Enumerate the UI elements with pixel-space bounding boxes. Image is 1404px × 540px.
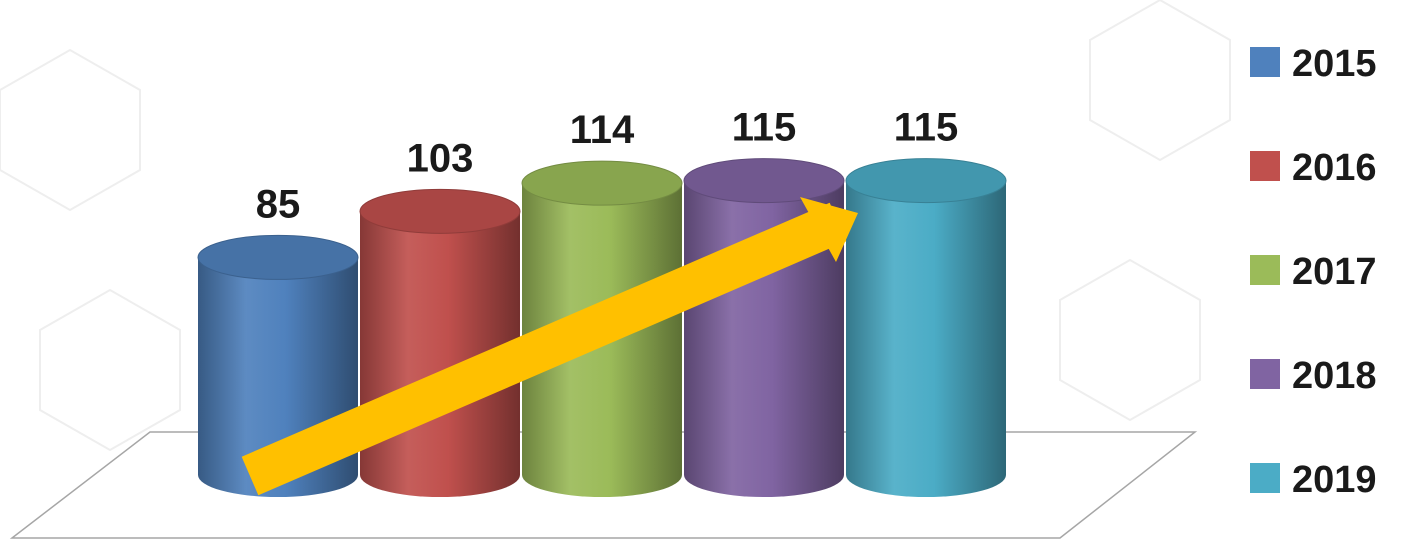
legend-label-2018: 2018 — [1292, 355, 1377, 397]
value-labels: 85 103 114 115 115 — [256, 106, 959, 227]
value-label-2017: 114 — [570, 108, 635, 152]
bar-top-2015 — [197, 234, 359, 280]
legend-swatch-2017 — [1250, 255, 1280, 285]
legend-item-2018: 2018 — [1250, 355, 1377, 397]
bar-body-2019 — [846, 180, 1006, 497]
value-label-2018: 115 — [732, 106, 797, 150]
legend-label-2019: 2019 — [1292, 459, 1377, 501]
legend-swatch-2019 — [1250, 463, 1280, 493]
legend-label-2017: 2017 — [1292, 251, 1377, 293]
legend-swatch-2015 — [1250, 47, 1280, 77]
value-label-2015: 85 — [256, 182, 301, 226]
legend-item-2017: 2017 — [1250, 251, 1377, 293]
bar-top-2019 — [845, 158, 1007, 204]
legend-label-2016: 2016 — [1292, 147, 1377, 189]
trend-arrow-shaft — [241, 202, 847, 496]
legend-item-2015: 2015 — [1250, 43, 1377, 85]
background-pattern — [0, 0, 1231, 452]
trend-arrow-head — [800, 197, 858, 262]
bar-top-2016 — [359, 188, 521, 234]
legend-swatch-2016 — [1250, 151, 1280, 181]
bar-2016 — [359, 188, 521, 497]
trend-arrow — [241, 197, 858, 496]
legend-label-2015: 2015 — [1292, 43, 1377, 85]
value-label-2016: 103 — [407, 136, 474, 180]
bar-top-2017 — [521, 160, 683, 206]
bar-top-2018 — [683, 158, 845, 204]
legend-item-2016: 2016 — [1250, 147, 1377, 189]
legend-item-2019: 2019 — [1250, 459, 1377, 501]
legend: 2015 2016 2017 2018 2019 — [1250, 43, 1377, 501]
value-label-2019: 115 — [894, 106, 959, 150]
legend-swatch-2018 — [1250, 359, 1280, 389]
bar-2019 — [845, 158, 1007, 497]
